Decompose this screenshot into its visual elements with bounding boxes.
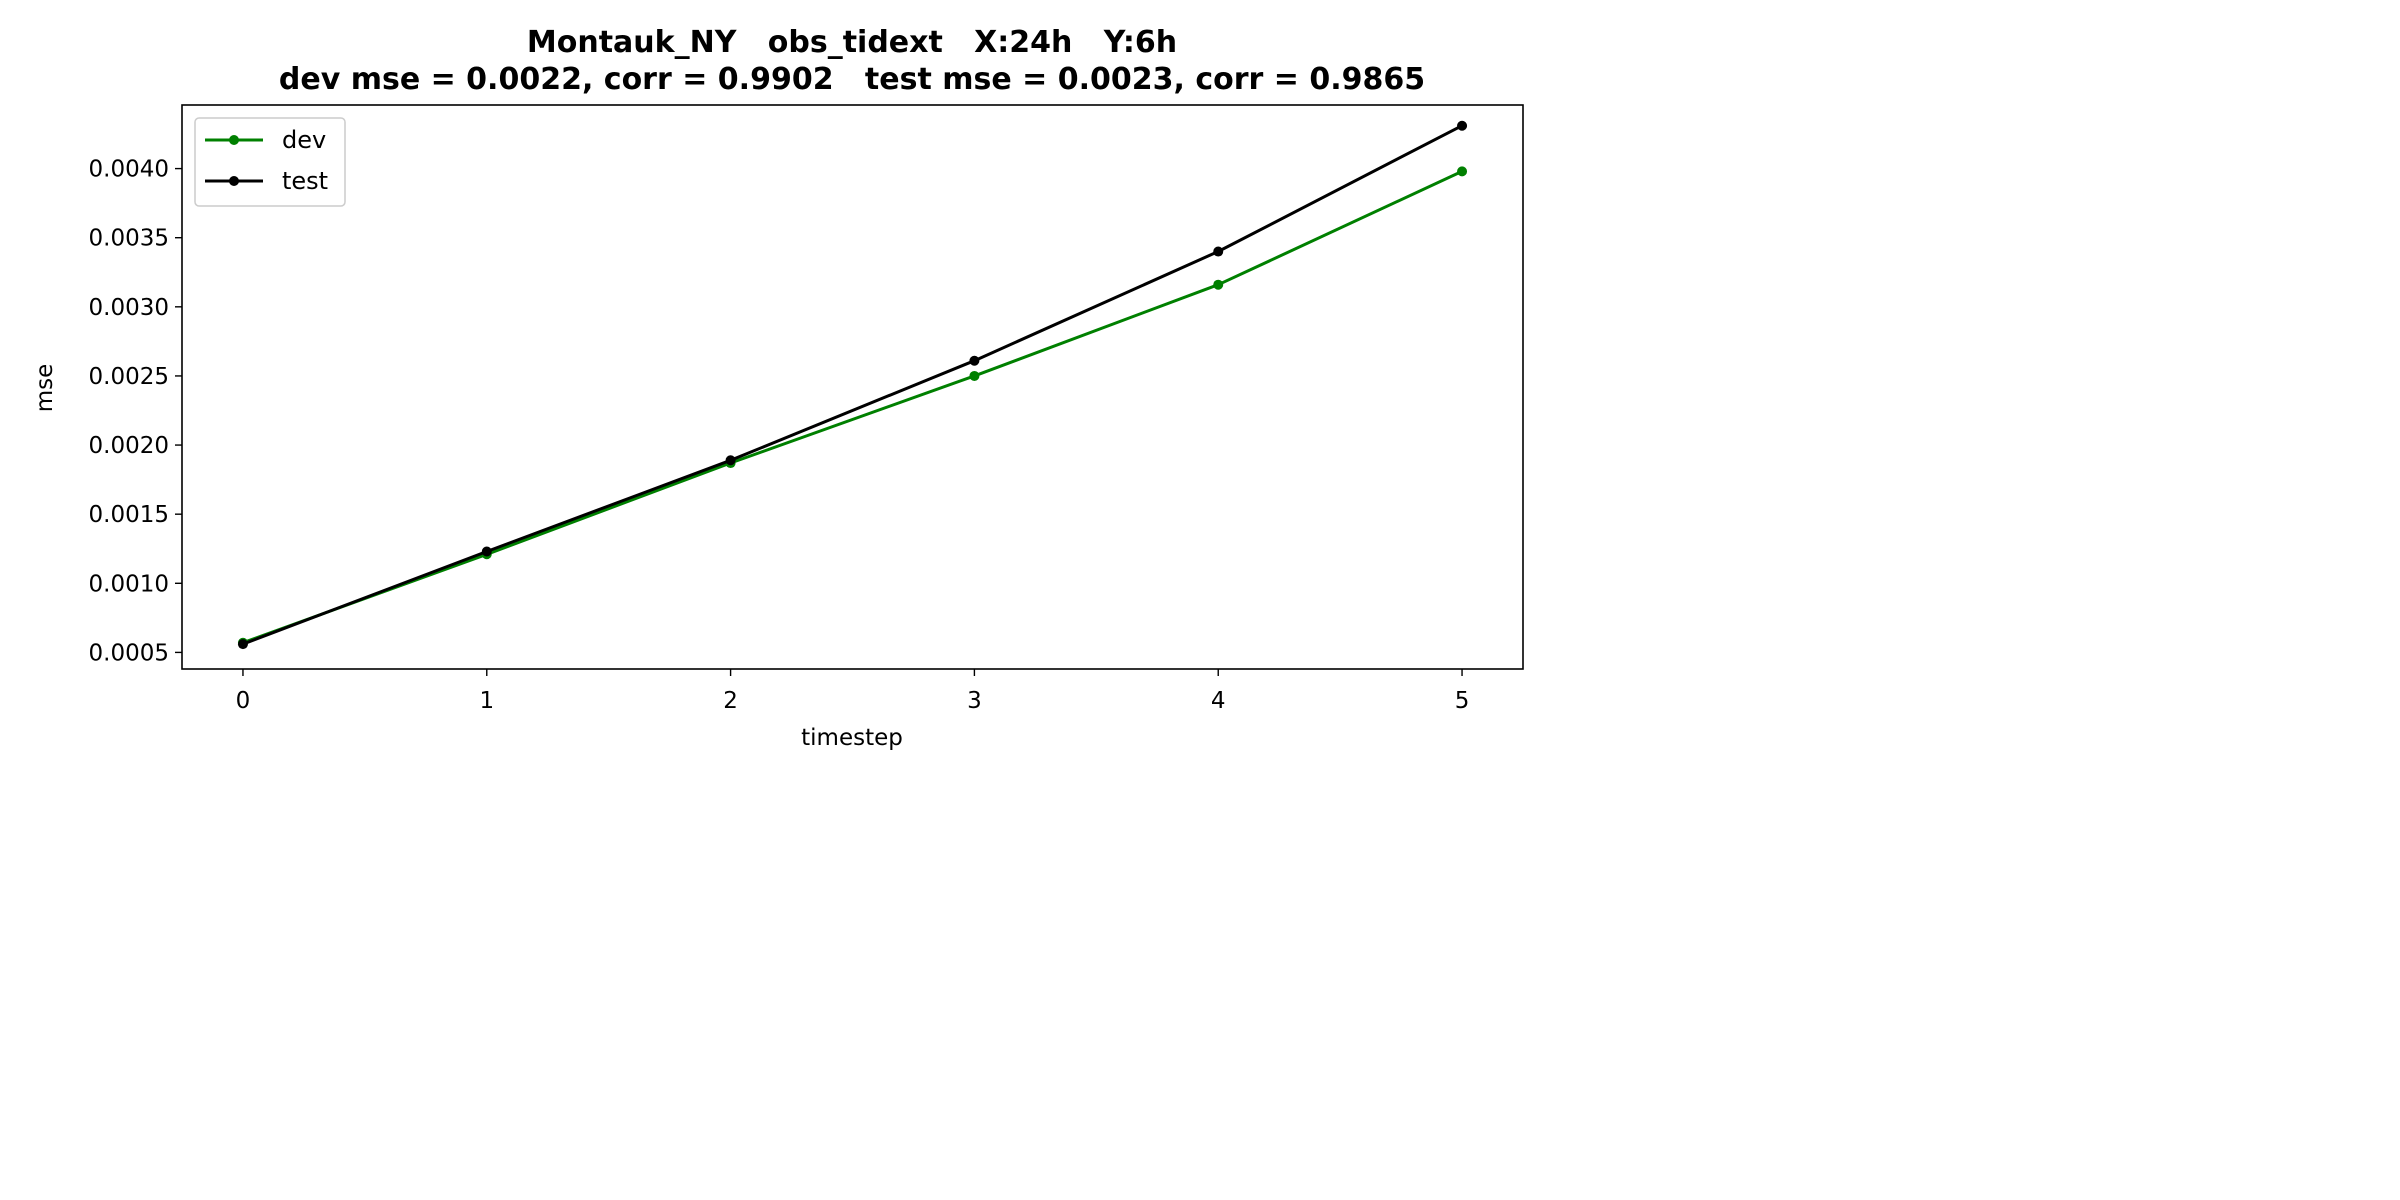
- y-tick-label: 0.0005: [89, 640, 169, 666]
- data-point-dev: [969, 370, 980, 381]
- y-axis-label: mse: [32, 364, 58, 413]
- data-point-dev: [1457, 166, 1468, 177]
- data-point-dev: [1213, 279, 1224, 290]
- legend-item-test: test: [205, 167, 328, 195]
- x-tick-label: 1: [479, 688, 494, 714]
- y-tick-label: 0.0035: [89, 226, 169, 252]
- legend: dev test: [194, 117, 346, 207]
- series-test: [237, 120, 1468, 650]
- data-point-test: [1457, 120, 1468, 131]
- data-point-test: [969, 355, 980, 366]
- y-tick-label: 0.0015: [89, 502, 169, 528]
- legend-marker-dev: [229, 135, 239, 145]
- x-tick-label: 2: [723, 688, 738, 714]
- x-tick-label: 0: [236, 688, 251, 714]
- x-tick-label: 5: [1455, 688, 1470, 714]
- data-point-test: [725, 455, 736, 466]
- plot-area: [181, 104, 1524, 670]
- data-point-test: [1213, 246, 1224, 257]
- x-axis-label: timestep: [801, 725, 903, 751]
- y-tick-label: 0.0040: [89, 157, 169, 183]
- series-line-dev: [242, 170, 1463, 645]
- legend-item-dev: dev: [205, 126, 326, 154]
- y-tick-label: 0.0010: [89, 571, 169, 597]
- x-axis-ticks: 0 1 2 3 4 5: [236, 669, 1470, 714]
- y-tick-label: 0.0030: [89, 295, 169, 321]
- chart: Montauk_NY obs_tidext X:24h Y:6h dev mse…: [32, 25, 1524, 751]
- plot-frame: [181, 104, 1524, 670]
- legend-label-test: test: [282, 167, 328, 195]
- data-point-test: [481, 546, 492, 557]
- chart-title-line2: dev mse = 0.0022, corr = 0.9902 test mse…: [279, 62, 1425, 97]
- series-layer: [237, 120, 1468, 650]
- series-line-test: [242, 124, 1463, 646]
- y-tick-label: 0.0020: [89, 433, 169, 459]
- chart-title-line1: Montauk_NY obs_tidext X:24h Y:6h: [527, 25, 1177, 60]
- legend-label-dev: dev: [282, 126, 326, 154]
- x-tick-label: 3: [967, 688, 982, 714]
- data-point-test: [237, 639, 248, 650]
- y-axis-ticks: 0.0005 0.0010 0.0015 0.0020 0.0025 0.0030 0.00…: [89, 157, 182, 666]
- y-tick-label: 0.0025: [89, 364, 169, 390]
- legend-marker-test: [229, 176, 239, 186]
- x-tick-label: 4: [1211, 688, 1226, 714]
